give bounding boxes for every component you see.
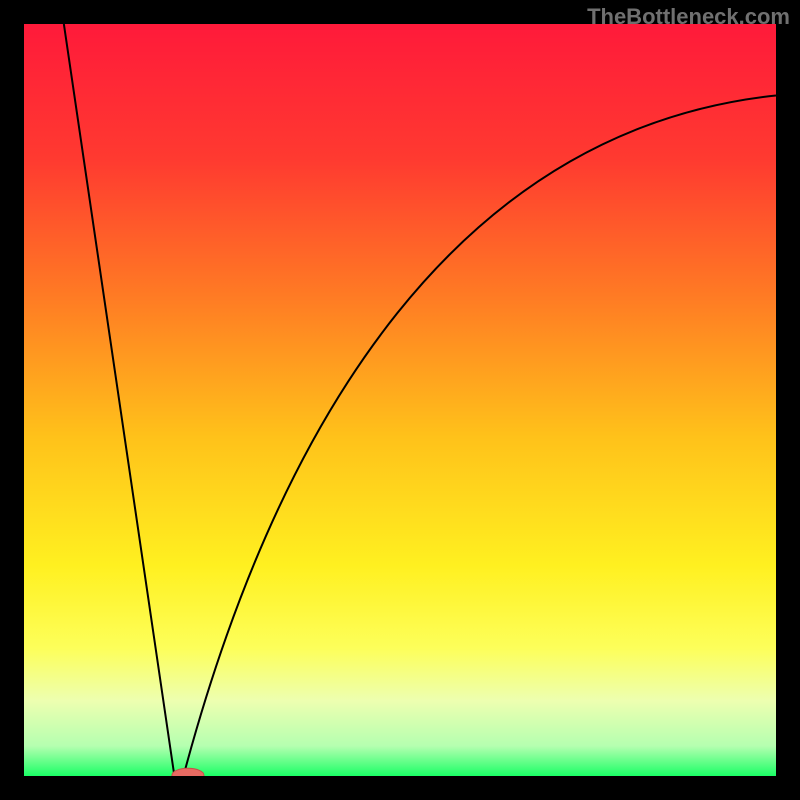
chart-svg [0,0,800,800]
chart-root: TheBottleneck.com [0,0,800,800]
gradient-panel [24,24,776,776]
